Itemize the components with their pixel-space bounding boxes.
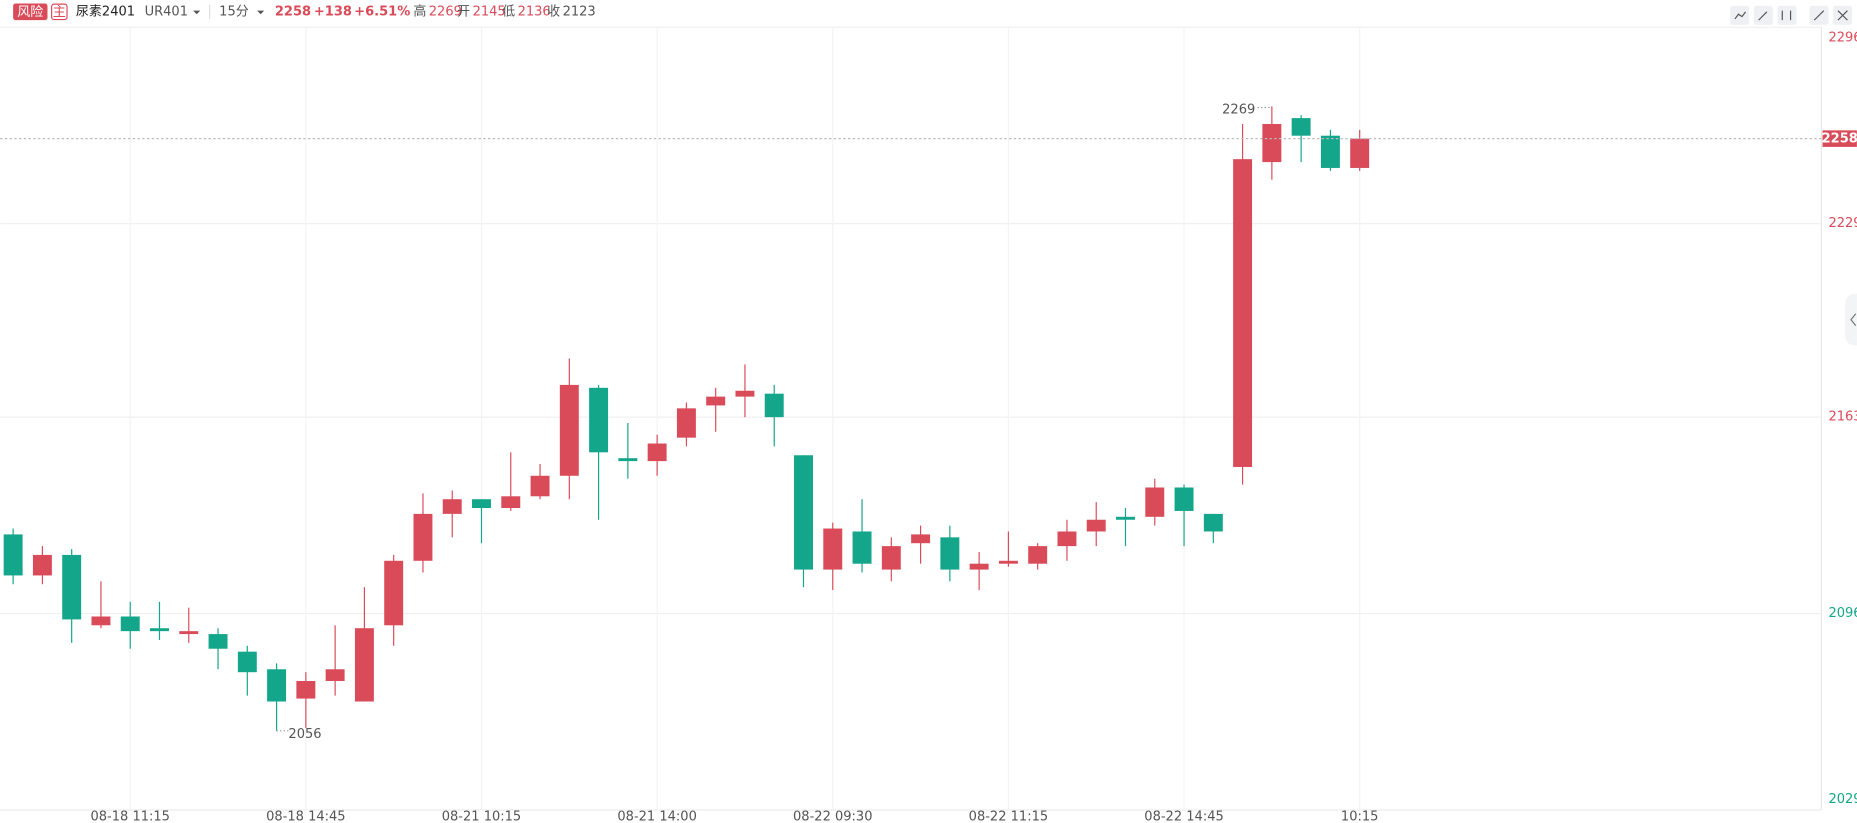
y-tick-label: 2163 bbox=[1828, 410, 1857, 425]
side-tab-icon bbox=[1850, 313, 1857, 327]
main-label: 主 bbox=[53, 5, 66, 20]
candle-body bbox=[325, 669, 345, 681]
x-tick-label: 08-22 14:45 bbox=[1144, 810, 1223, 823]
candle-body bbox=[911, 534, 931, 544]
dropdown-icon[interactable] bbox=[193, 10, 201, 15]
candle-body bbox=[1028, 546, 1048, 564]
candle-body bbox=[472, 499, 491, 509]
candle-body bbox=[1174, 487, 1194, 511]
last-price-label: 2258 bbox=[1822, 132, 1857, 147]
candle-body bbox=[237, 651, 257, 673]
candle-body bbox=[559, 384, 579, 476]
change-pct: +6.51% bbox=[354, 4, 410, 19]
toolbar bbox=[1730, 5, 1857, 346]
candle-body bbox=[969, 563, 989, 570]
x-tick-label: 08-22 09:30 bbox=[793, 810, 872, 823]
candle-body bbox=[823, 528, 843, 570]
price: 2258 bbox=[275, 4, 311, 19]
close-label: 收 bbox=[547, 4, 560, 19]
candle-body bbox=[589, 387, 609, 453]
candle-body bbox=[1145, 487, 1165, 517]
x-tick-label: 10:15 bbox=[1341, 810, 1379, 823]
candle-body bbox=[852, 531, 872, 564]
tool-button[interactable] bbox=[1777, 5, 1797, 25]
period[interactable]: 15分 bbox=[219, 4, 249, 19]
x-tick-label: 08-22 11:15 bbox=[969, 810, 1048, 823]
high-label: 高 bbox=[413, 3, 426, 19]
candle-body bbox=[764, 393, 784, 418]
candle-body bbox=[91, 616, 111, 626]
candle-body bbox=[1116, 516, 1135, 520]
open: 2145 bbox=[473, 4, 506, 19]
candle-body bbox=[62, 554, 82, 620]
annotation: 2056 bbox=[288, 727, 321, 742]
candle-body bbox=[998, 560, 1018, 564]
candle-body bbox=[413, 513, 433, 561]
candle-body bbox=[208, 634, 228, 649]
contract-code: UR401 bbox=[145, 4, 188, 19]
candle-body bbox=[618, 458, 638, 462]
header: 风险 主 尿素2401 UR401 15分 2258 +138 +6.51% 高… bbox=[13, 3, 596, 21]
candle-body bbox=[530, 475, 550, 497]
candle-body bbox=[647, 443, 667, 462]
high: 2269 bbox=[429, 4, 462, 19]
risk-badge bbox=[13, 3, 48, 21]
y-tick-label: 2096 bbox=[1828, 606, 1857, 621]
candle-body bbox=[735, 390, 755, 397]
open-label: 开 bbox=[457, 4, 470, 19]
candle-body bbox=[354, 628, 374, 702]
candle-body bbox=[676, 408, 696, 438]
risk-label: 风险 bbox=[17, 5, 43, 20]
candle-body bbox=[706, 396, 726, 406]
candle-body bbox=[296, 680, 316, 699]
contract-name: 尿素2401 bbox=[76, 4, 135, 19]
candle-body bbox=[1320, 135, 1340, 168]
main-badge bbox=[51, 3, 68, 21]
candle-body bbox=[120, 616, 140, 632]
y-tick-label: 2296 bbox=[1828, 30, 1857, 45]
candle-body bbox=[1262, 123, 1282, 163]
x-tick-label: 08-18 14:45 bbox=[266, 810, 345, 823]
candle-body bbox=[1350, 138, 1370, 168]
candle-body bbox=[1057, 531, 1077, 547]
candle-body bbox=[179, 631, 199, 635]
candle-body bbox=[384, 560, 404, 626]
candle-body bbox=[794, 455, 813, 570]
candle-body bbox=[501, 496, 521, 509]
dropdown-icon[interactable] bbox=[257, 10, 265, 15]
candle-body bbox=[1086, 519, 1106, 532]
candle-body bbox=[442, 499, 462, 514]
candle-body bbox=[1291, 118, 1311, 136]
low-label: 低 bbox=[502, 4, 515, 19]
x-tick-label: 08-21 14:00 bbox=[617, 810, 696, 823]
candle-body bbox=[881, 546, 901, 570]
candle-body bbox=[267, 669, 287, 702]
x-tick-label: 08-18 11:15 bbox=[90, 810, 169, 823]
candle-body bbox=[150, 628, 169, 632]
annotation: 2269 bbox=[1222, 102, 1255, 117]
tool-icons bbox=[1734, 10, 1848, 21]
candle-body bbox=[940, 537, 960, 570]
last-price-box bbox=[1822, 130, 1857, 147]
x-tick-label: 08-21 10:15 bbox=[442, 810, 521, 823]
candle-body bbox=[32, 554, 52, 576]
change: +138 bbox=[314, 4, 352, 19]
close: 2123 bbox=[563, 4, 596, 19]
y-tick-label: 2029 bbox=[1828, 792, 1857, 807]
candle-body bbox=[1203, 513, 1223, 532]
candle-body bbox=[3, 534, 23, 576]
low: 2136 bbox=[518, 4, 551, 19]
candle-body bbox=[1233, 159, 1253, 467]
